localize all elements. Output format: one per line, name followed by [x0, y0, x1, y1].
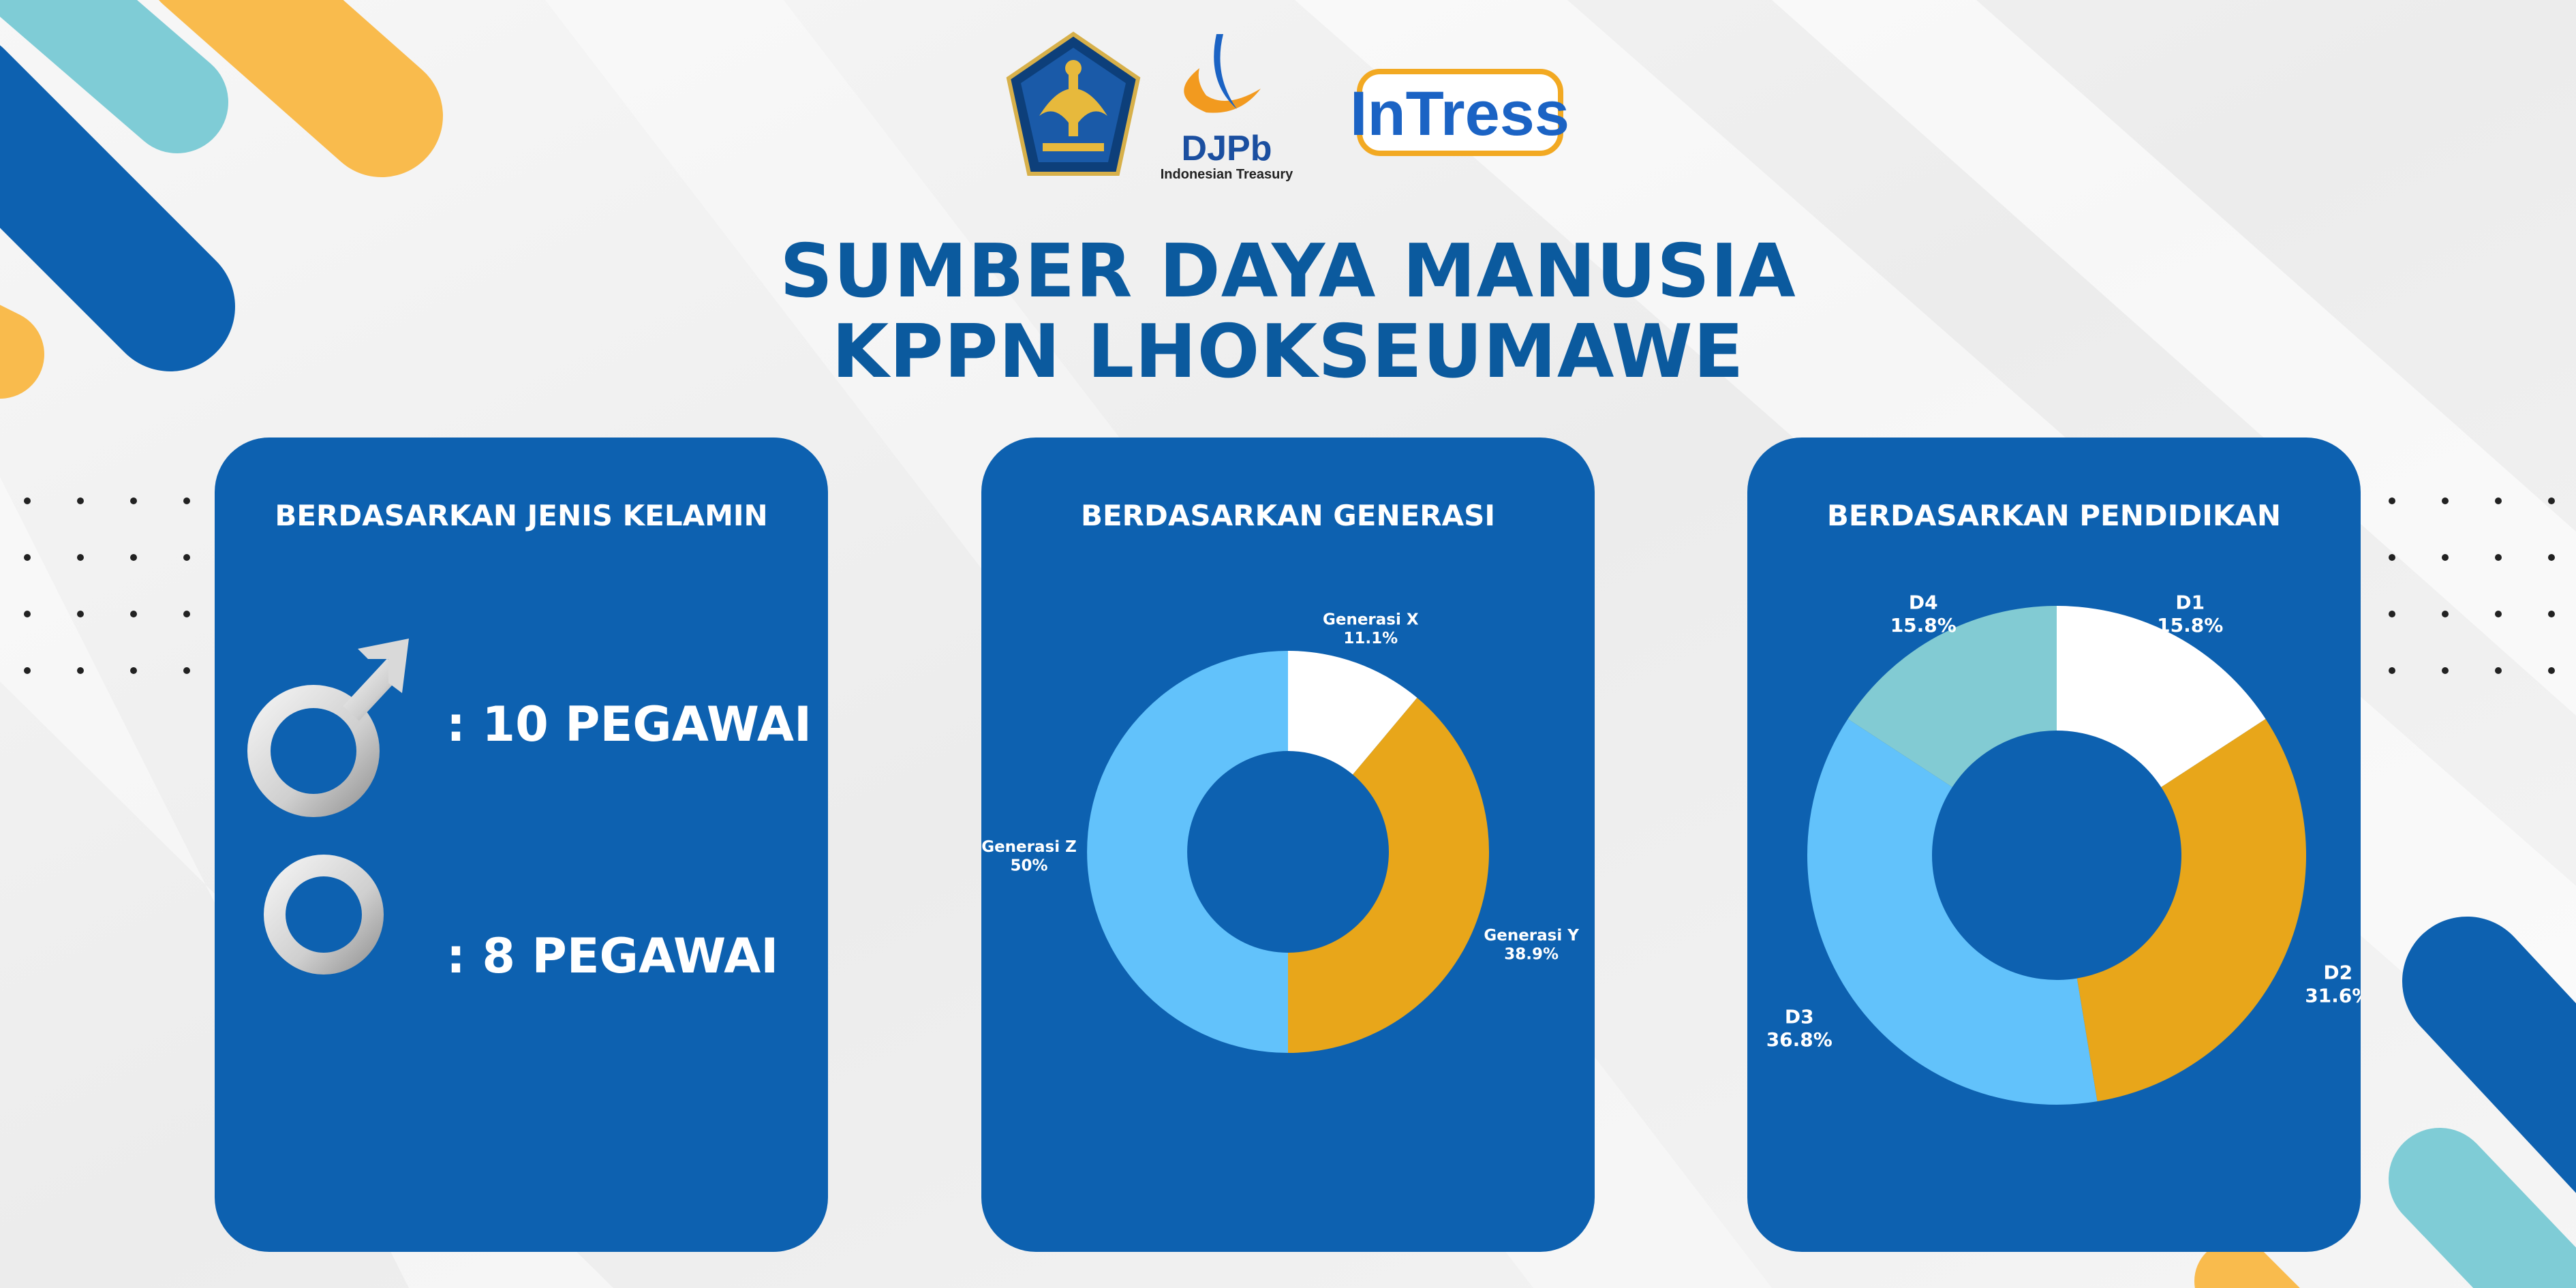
- bottom-right-stripes: [2194, 917, 2576, 1288]
- data-label-d1: D1 15.8%: [2157, 592, 2223, 637]
- slice-generasi-x: [1288, 651, 1417, 775]
- title-line-1: SUMBER DAYA MANUSIA: [780, 229, 1796, 314]
- slice-d2: [2076, 719, 2306, 1102]
- intress-text: InTress: [1350, 79, 1569, 149]
- data-label-generasi-z: Generasi Z 50%: [981, 838, 1077, 875]
- slice-generasi-y: [1288, 697, 1489, 1053]
- female-row: : 8 PEGAWAI: [215, 853, 828, 1055]
- left-dot-grid: [24, 497, 190, 674]
- djpb-text: DJPb: [1182, 129, 1272, 168]
- slice-d3: [1807, 719, 2098, 1105]
- generation-donut-chart: Generasi X 11.1% Generasi Y 38.9% Generasi Z…: [981, 611, 1579, 1053]
- data-label-d4: D4 15.8%: [1890, 592, 1957, 637]
- slice-d4: [1847, 606, 2057, 788]
- female-symbol-icon: [264, 855, 384, 1055]
- gender-card-title: BERDASARKAN JENIS KELAMIN: [275, 499, 768, 532]
- data-label-generasi-x: Generasi X 11.1%: [1323, 611, 1419, 647]
- djpb-logo: DJPb Indonesian Treasury: [1161, 34, 1293, 182]
- generation-card: BERDASARKAN GENERASI Generasi X 11.1% Gene…: [981, 438, 1595, 1252]
- djpb-subtitle: Indonesian Treasury: [1161, 167, 1293, 182]
- gender-card: BERDASARKAN JENIS KELAMIN : 10 PEGAWAI: [215, 438, 828, 1252]
- education-card-title: BERDASARKAN PENDIDIKAN: [1826, 499, 2282, 532]
- slice-generasi-z: [1087, 651, 1288, 1053]
- male-symbol-icon: [247, 639, 409, 817]
- male-count-text: : 10 PEGAWAI: [446, 696, 812, 752]
- logo-bar: DJPb Indonesian Treasury InTress: [1006, 31, 1569, 182]
- right-dot-grid: [2389, 497, 2555, 674]
- title-line-2: KPPN LHOKSEUMAWE: [831, 309, 1745, 395]
- female-count-text: : 8 PEGAWAI: [446, 928, 779, 984]
- data-label-d3: D3 36.8%: [1766, 1005, 1833, 1051]
- top-left-stripes: [0, 0, 443, 399]
- data-label-generasi-y: Generasi Y 38.9%: [1484, 927, 1579, 964]
- male-row: : 10 PEGAWAI: [215, 635, 828, 826]
- generation-card-title: BERDASARKAN GENERASI: [1080, 499, 1496, 532]
- page-title: SUMBER DAYA MANUSIA KPPN LHOKSEUMAWE: [0, 232, 2576, 393]
- kemenkeu-logo: [1006, 31, 1141, 176]
- intress-logo: InTress: [1350, 69, 1569, 156]
- slice-d1: [2057, 606, 2266, 788]
